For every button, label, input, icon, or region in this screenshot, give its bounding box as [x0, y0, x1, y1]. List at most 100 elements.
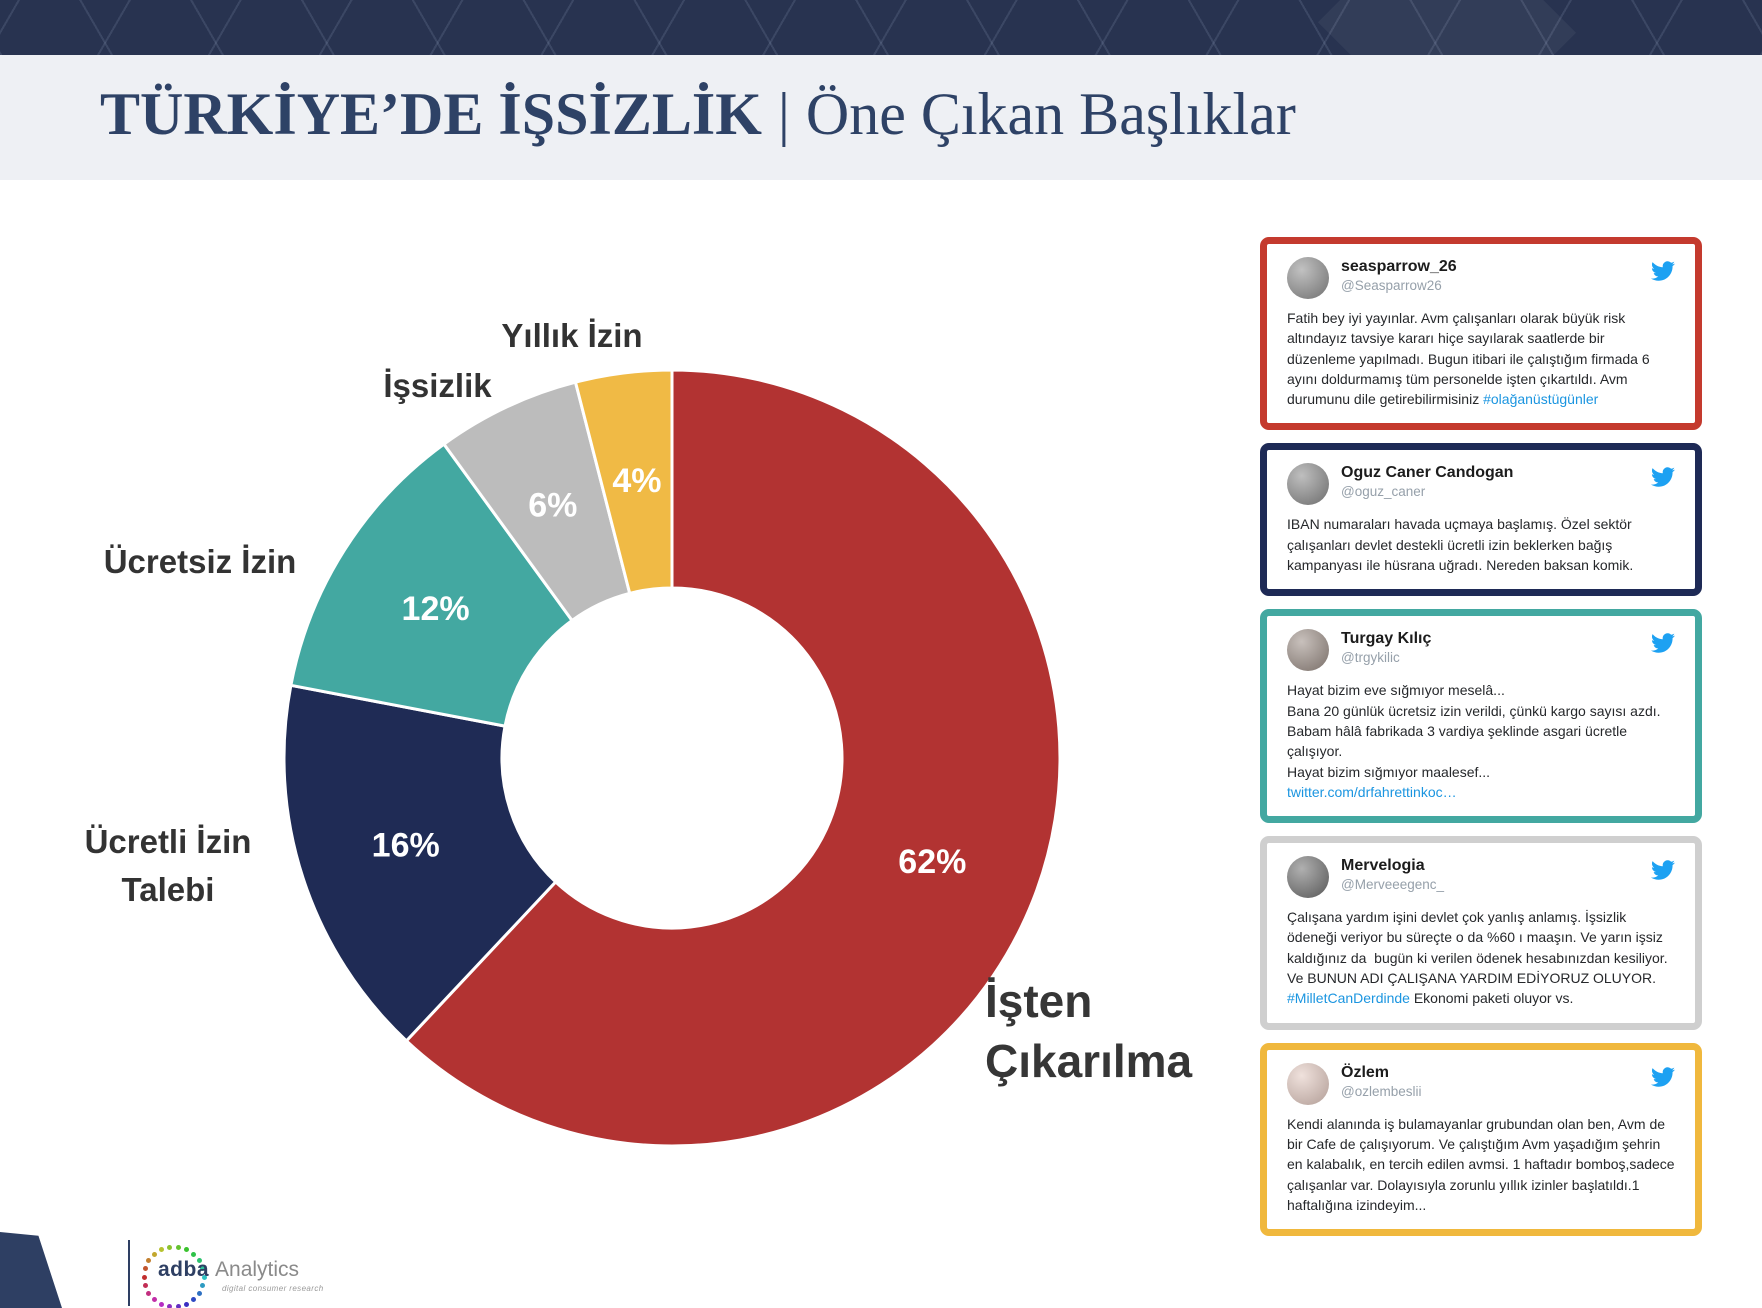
- tweet-author: Özlem @ozlembeslii: [1341, 1063, 1651, 1101]
- title-band: TÜRKİYE’DE İŞSİZLİK | Öne Çıkan Başlıklar: [0, 55, 1762, 180]
- donut-percent-label-4: 4%: [612, 462, 661, 500]
- donut-category-label-isten-cikarilma: İşten Çıkarılma: [985, 975, 1193, 1087]
- logo-dot: [142, 1282, 148, 1288]
- avatar: [1287, 463, 1329, 506]
- tweet-author-handle: @oguz_caner: [1341, 484, 1426, 500]
- tweet-text-segment: Kendi alanında iş bulamayanlar grubundan…: [1287, 1115, 1679, 1213]
- donut-segment-1: [282, 683, 558, 1043]
- twitter-icon: [1651, 860, 1675, 880]
- adba-logo-dot-ring-icon: [141, 1244, 207, 1308]
- tweet-header: seasparrow_26 @Seasparrow26: [1287, 257, 1675, 299]
- tweet-text: Fatih bey iyi yayınlar. Avm çalışanları …: [1287, 308, 1675, 409]
- tweet-text-segment: Ekonomi paketi oluyor vs.: [1409, 990, 1574, 1007]
- logo-dot: [175, 1304, 181, 1308]
- avatar: [1287, 856, 1329, 899]
- logo-dot: [201, 1274, 207, 1280]
- twitter-icon: [1651, 1066, 1675, 1087]
- tweet-card: seasparrow_26 @Seasparrow26 Fatih bey iy…: [1260, 237, 1702, 431]
- tweet-link[interactable]: #olağanüstügünler: [1483, 391, 1599, 408]
- tweet-text: IBAN numaraları havada uçmaya başlamış. …: [1287, 514, 1675, 575]
- logo-dot: [159, 1301, 165, 1307]
- logo-dot: [167, 1244, 173, 1250]
- tweet-author-name: Mervelogia: [1341, 857, 1425, 875]
- avatar: [1287, 629, 1329, 672]
- logo-tagline: digital consumer research: [222, 1284, 324, 1293]
- tweet-text-segment: Hayat bizim eve sığmıyor meselâ... Bana …: [1287, 682, 1661, 780]
- logo-dot: [200, 1266, 206, 1272]
- logo-dot: [196, 1290, 202, 1296]
- top-navy-bar: [0, 0, 1762, 157]
- donut-percent-label-3: 6%: [528, 487, 577, 525]
- tweet-card: Turgay Kılıç @trgykilic Hayat bizim eve …: [1260, 609, 1702, 824]
- tweet-text: Kendi alanında iş bulamayanlar grubundan…: [1287, 1114, 1675, 1215]
- logo-divider-line: [128, 1240, 130, 1306]
- tweet-text-segment: IBAN numaraları havada uçmaya başlamış. …: [1287, 516, 1636, 574]
- tweet-author-handle: @Merveeegenc_: [1341, 877, 1445, 893]
- tweet-card: Mervelogia @Merveeegenc_ Çalışana yardım…: [1260, 836, 1702, 1030]
- donut-percent-label-1: 16%: [372, 827, 440, 865]
- tweet-author-name: Özlem: [1341, 1063, 1390, 1081]
- donut-category-label-ucretsiz-izin: Ücretsiz İzin: [103, 543, 297, 580]
- logo-dot: [200, 1282, 206, 1288]
- tweet-cards-column: seasparrow_26 @Seasparrow26 Fatih bey iy…: [1260, 237, 1702, 1237]
- page-title: TÜRKİYE’DE İŞSİZLİK | Öne Çıkan Başlıklar: [100, 77, 1296, 152]
- tweet-author: Turgay Kılıç @trgykilic: [1341, 629, 1651, 667]
- title-subtitle: Öne Çıkan Başlıklar: [805, 81, 1296, 147]
- tweet-card: Oguz Caner Candogan @oguz_caner IBAN num…: [1260, 443, 1702, 597]
- avatar: [1287, 1062, 1329, 1105]
- donut-category-label-issizlik: İşsizlik: [383, 367, 492, 404]
- logo-text-adba: adba: [158, 1258, 210, 1281]
- logo-text-analytics: Analytics: [215, 1258, 300, 1281]
- tweet-author: seasparrow_26 @Seasparrow26: [1341, 257, 1651, 295]
- tweet-header: Mervelogia @Merveeegenc_: [1287, 856, 1675, 899]
- twitter-icon: [1651, 467, 1675, 488]
- donut-percent-label-0: 62%: [898, 843, 966, 881]
- tweet-author-name: Oguz Caner Candogan: [1341, 464, 1514, 482]
- logo-dot: [183, 1301, 189, 1307]
- tweet-link[interactable]: #MilletCanDerdinde: [1287, 990, 1410, 1007]
- tweet-header: Oguz Caner Candogan @oguz_caner: [1287, 463, 1675, 506]
- tweet-text-segment: Çalışana yardım işini devlet çok yanlış …: [1287, 909, 1676, 987]
- tweet-card: Özlem @ozlembeslii Kendi alanında iş bul…: [1260, 1042, 1702, 1237]
- tweet-author-name: seasparrow_26: [1341, 258, 1457, 275]
- tweet-header: Turgay Kılıç @trgykilic: [1287, 629, 1675, 672]
- logo-dot: [167, 1304, 173, 1308]
- tweet-author-handle: @Seasparrow26: [1341, 278, 1442, 293]
- logo-dot: [142, 1266, 148, 1272]
- logo-dot: [191, 1251, 197, 1257]
- twitter-icon: [1651, 261, 1675, 281]
- logo-dot: [141, 1274, 147, 1280]
- donut-category-label-ucretli-izin-talebi: Ücretli İzin Talebi: [84, 823, 252, 908]
- tweet-author-handle: @trgykilic: [1341, 650, 1400, 666]
- title-main: TÜRKİYE’DE İŞSİZLİK: [100, 81, 762, 147]
- logo-dot: [146, 1258, 152, 1264]
- tweet-author-name: Turgay Kılıç: [1341, 630, 1432, 648]
- twitter-icon: [1651, 633, 1675, 654]
- donut-category-label-yillik-izin: Yıllık İzin: [501, 317, 643, 354]
- donut-chart: 62% 16% 12% 6% 4%: [282, 368, 1062, 1148]
- donut-percent-label-2: 12%: [402, 590, 470, 628]
- avatar: [1287, 257, 1329, 299]
- donut-segment-4: [574, 368, 674, 595]
- corner-accent-shape: [0, 1232, 62, 1308]
- tweet-author: Oguz Caner Candogan @oguz_caner: [1341, 463, 1651, 501]
- logo-dot: [151, 1297, 157, 1303]
- tweet-author-handle: @ozlembeslii: [1341, 1083, 1422, 1099]
- logo-dot: [191, 1297, 197, 1303]
- tweet-text-segment: Fatih bey iyi yayınlar. Avm çalışanları …: [1287, 310, 1654, 408]
- logo-dot: [146, 1290, 152, 1296]
- tweet-text: Çalışana yardım işini devlet çok yanlış …: [1287, 907, 1675, 1008]
- logo-dot: [175, 1244, 181, 1250]
- logo-dot: [196, 1258, 202, 1264]
- donut-segment-2: [289, 442, 574, 728]
- tweet-author: Mervelogia @Merveeegenc_: [1341, 856, 1651, 894]
- tweet-header: Özlem @ozlembeslii: [1287, 1062, 1675, 1105]
- tweet-text: Hayat bizim eve sığmıyor meselâ... Bana …: [1287, 680, 1675, 802]
- title-separator: |: [777, 81, 790, 147]
- logo-dot: [159, 1247, 165, 1253]
- tweet-link[interactable]: twitter.com/drfahrettinkoc…: [1287, 783, 1457, 800]
- adba-logo-wordmark: adba Analytics: [158, 1258, 299, 1282]
- logo-dot: [151, 1251, 157, 1257]
- donut-segment-0: [404, 368, 1062, 1148]
